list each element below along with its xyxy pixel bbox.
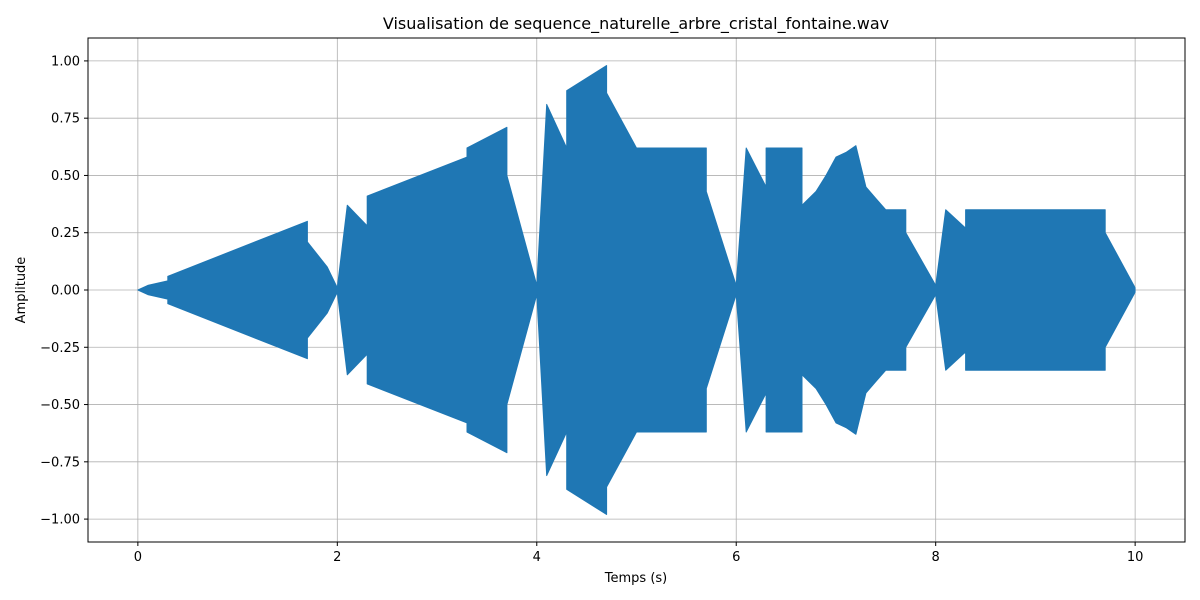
y-tick-label: 0.25 xyxy=(51,226,80,241)
x-tick-label: 10 xyxy=(1127,550,1144,565)
chart-title: Visualisation de sequence_naturelle_arbr… xyxy=(383,14,889,34)
x-tick-label: 6 xyxy=(732,550,740,565)
x-tick-label: 4 xyxy=(533,550,541,565)
waveform-envelope xyxy=(137,65,1136,515)
y-tick-label: 0.75 xyxy=(51,112,80,127)
y-tick-label: −0.25 xyxy=(40,341,80,356)
axes-ticks: 0 2 4 6 8 10 1.00 0.75 0.50 0.25 0.00 −0.25 −0.50 −0.… xyxy=(40,54,1143,565)
y-tick-label: −0.50 xyxy=(40,398,80,413)
y-tick-label: −0.75 xyxy=(40,455,80,470)
y-tick-label: −1.00 xyxy=(40,513,80,528)
x-tick-label: 2 xyxy=(333,550,341,565)
y-tick-label: 1.00 xyxy=(51,54,80,69)
y-tick-label: 0.50 xyxy=(51,169,80,184)
y-axis-label: Amplitude xyxy=(14,257,29,324)
x-tick-label: 0 xyxy=(134,550,142,565)
x-axis-label: Temps (s) xyxy=(604,571,667,586)
x-tick-label: 8 xyxy=(932,550,940,565)
y-tick-label: 0.00 xyxy=(51,284,80,299)
waveform-series xyxy=(137,65,1136,515)
